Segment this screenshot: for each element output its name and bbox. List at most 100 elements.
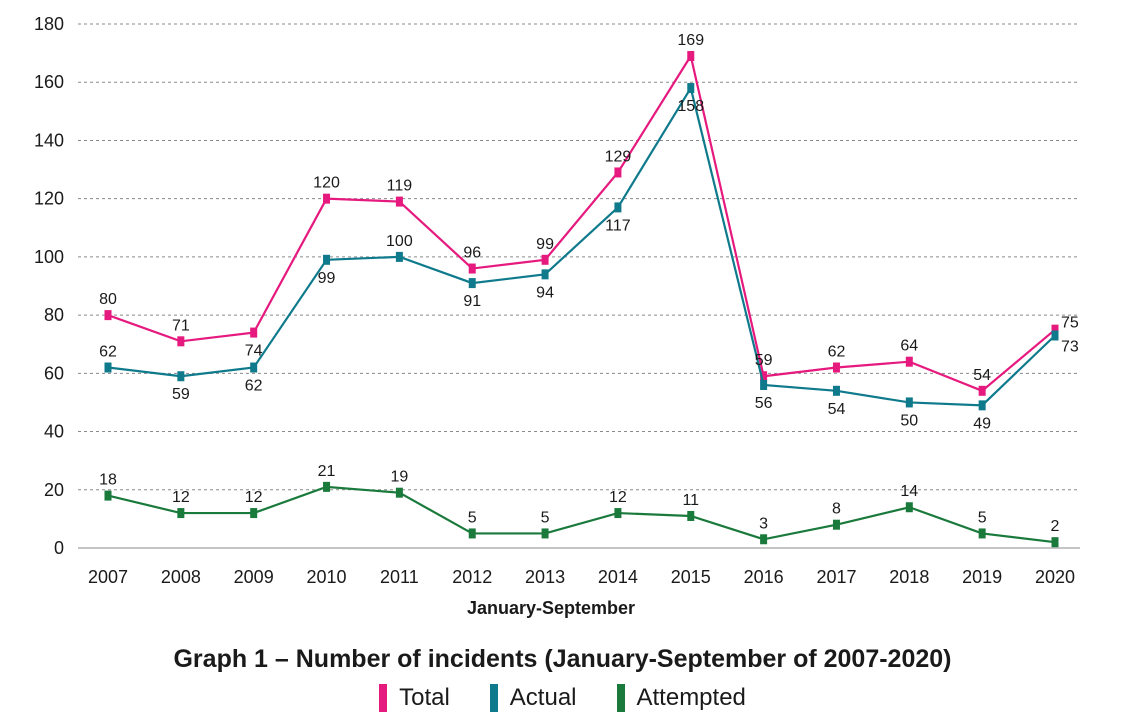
data-point (905, 356, 913, 367)
data-label: 73 (1061, 338, 1079, 355)
data-label: 119 (387, 178, 413, 195)
data-point (687, 83, 695, 94)
data-point (1051, 330, 1059, 341)
data-point (1051, 537, 1059, 548)
data-label: 100 (386, 233, 413, 250)
data-label: 12 (172, 489, 190, 506)
data-label: 96 (463, 245, 481, 262)
legend-item-attempted: Attempted (616, 684, 746, 712)
data-label: 117 (605, 217, 631, 234)
data-label: 94 (536, 284, 554, 301)
data-point (760, 371, 768, 382)
chart-title: Graph 1 – Number of incidents (January-S… (173, 645, 952, 673)
x-tick-label: 2014 (598, 567, 638, 587)
data-label: 99 (318, 270, 336, 287)
series-line-attempted (107, 485, 1056, 544)
y-axis-ticks: 0 20 40 60 80 100 120 140 160 180 (34, 14, 64, 558)
data-label: 54 (828, 401, 846, 418)
data-point (104, 490, 112, 501)
data-point (978, 400, 986, 411)
data-label: 56 (755, 395, 773, 412)
data-point (395, 487, 403, 498)
data-label: 5 (978, 509, 987, 526)
data-point (323, 254, 331, 265)
gridlines (78, 23, 1080, 549)
data-label: 19 (390, 469, 408, 486)
x-tick-label: 2016 (744, 567, 784, 587)
data-point (541, 269, 549, 280)
data-point (832, 385, 840, 396)
y-tick-label: 20 (44, 480, 64, 500)
data-label: 62 (245, 378, 263, 395)
data-point (177, 371, 185, 382)
data-point (468, 263, 476, 274)
data-label: 54 (973, 367, 991, 384)
data-label: 18 (99, 472, 117, 489)
data-label: 2 (1051, 518, 1060, 535)
data-point (978, 528, 986, 539)
data-point (760, 534, 768, 545)
legend: Total Actual Attempted (0, 684, 1125, 712)
x-tick-label: 2008 (161, 567, 201, 587)
data-point (1051, 324, 1059, 335)
data-label: 12 (245, 489, 263, 506)
x-tick-label: 2020 (1035, 567, 1075, 587)
data-point (687, 51, 695, 62)
y-tick-label: 180 (34, 14, 64, 34)
x-tick-label: 2009 (234, 567, 274, 587)
data-point (614, 167, 622, 178)
data-label: 8 (832, 501, 841, 518)
legend-label: Attempted (636, 684, 746, 711)
data-point (687, 510, 695, 521)
data-label: 49 (973, 415, 991, 432)
x-tick-label: 2015 (671, 567, 711, 587)
data-label: 11 (682, 492, 699, 509)
data-point (177, 508, 185, 519)
data-point (468, 528, 476, 539)
y-tick-label: 0 (54, 538, 64, 558)
data-label: 59 (755, 352, 773, 369)
series-group (104, 51, 1059, 548)
y-tick-label: 160 (34, 72, 64, 92)
data-label: 74 (245, 343, 263, 360)
x-tick-label: 2017 (816, 567, 856, 587)
x-tick-label: 2018 (889, 567, 929, 587)
y-tick-label: 120 (34, 189, 64, 209)
line-chart: 0 20 40 60 80 100 120 140 160 180 2007 2008 2009 201… (34, 14, 1080, 618)
data-point (541, 528, 549, 539)
data-point (905, 502, 913, 513)
data-point (104, 310, 112, 321)
x-tick-label: 2011 (380, 567, 419, 587)
data-label: 21 (318, 463, 336, 480)
legend-item-actual: Actual (489, 684, 577, 712)
x-axis-ticks: 2007 2008 2009 2010 2011 2012 2013 2014 2015 2016… (88, 567, 1075, 587)
data-point (177, 336, 185, 347)
data-label: 59 (172, 386, 190, 403)
data-point (250, 362, 258, 373)
data-labels: 80 71 74 120 119 96 99 129 169 59 62 64 54 75 62 59 62 99… (99, 32, 1079, 535)
data-point (760, 379, 768, 390)
x-tick-label: 2012 (452, 567, 492, 587)
data-label: 50 (900, 412, 918, 429)
data-label: 120 (313, 175, 340, 192)
series-line-total (107, 53, 1056, 393)
data-label: 91 (463, 293, 481, 310)
data-point (104, 362, 112, 373)
data-label: 14 (900, 483, 918, 500)
series-line-actual (107, 85, 1056, 407)
data-label: 62 (99, 344, 117, 361)
data-point (905, 397, 913, 408)
data-point (250, 508, 258, 519)
data-point (541, 254, 549, 265)
legend-label: Actual (509, 684, 577, 711)
data-label: 71 (172, 317, 190, 334)
legend-swatch (379, 684, 388, 712)
data-label: 5 (541, 509, 550, 526)
data-point (614, 508, 622, 519)
data-point (832, 362, 840, 373)
x-axis-title: January-September (467, 598, 635, 618)
data-point (978, 385, 986, 396)
data-point (468, 278, 476, 289)
data-label: 12 (609, 489, 627, 506)
legend-swatch (616, 684, 625, 712)
